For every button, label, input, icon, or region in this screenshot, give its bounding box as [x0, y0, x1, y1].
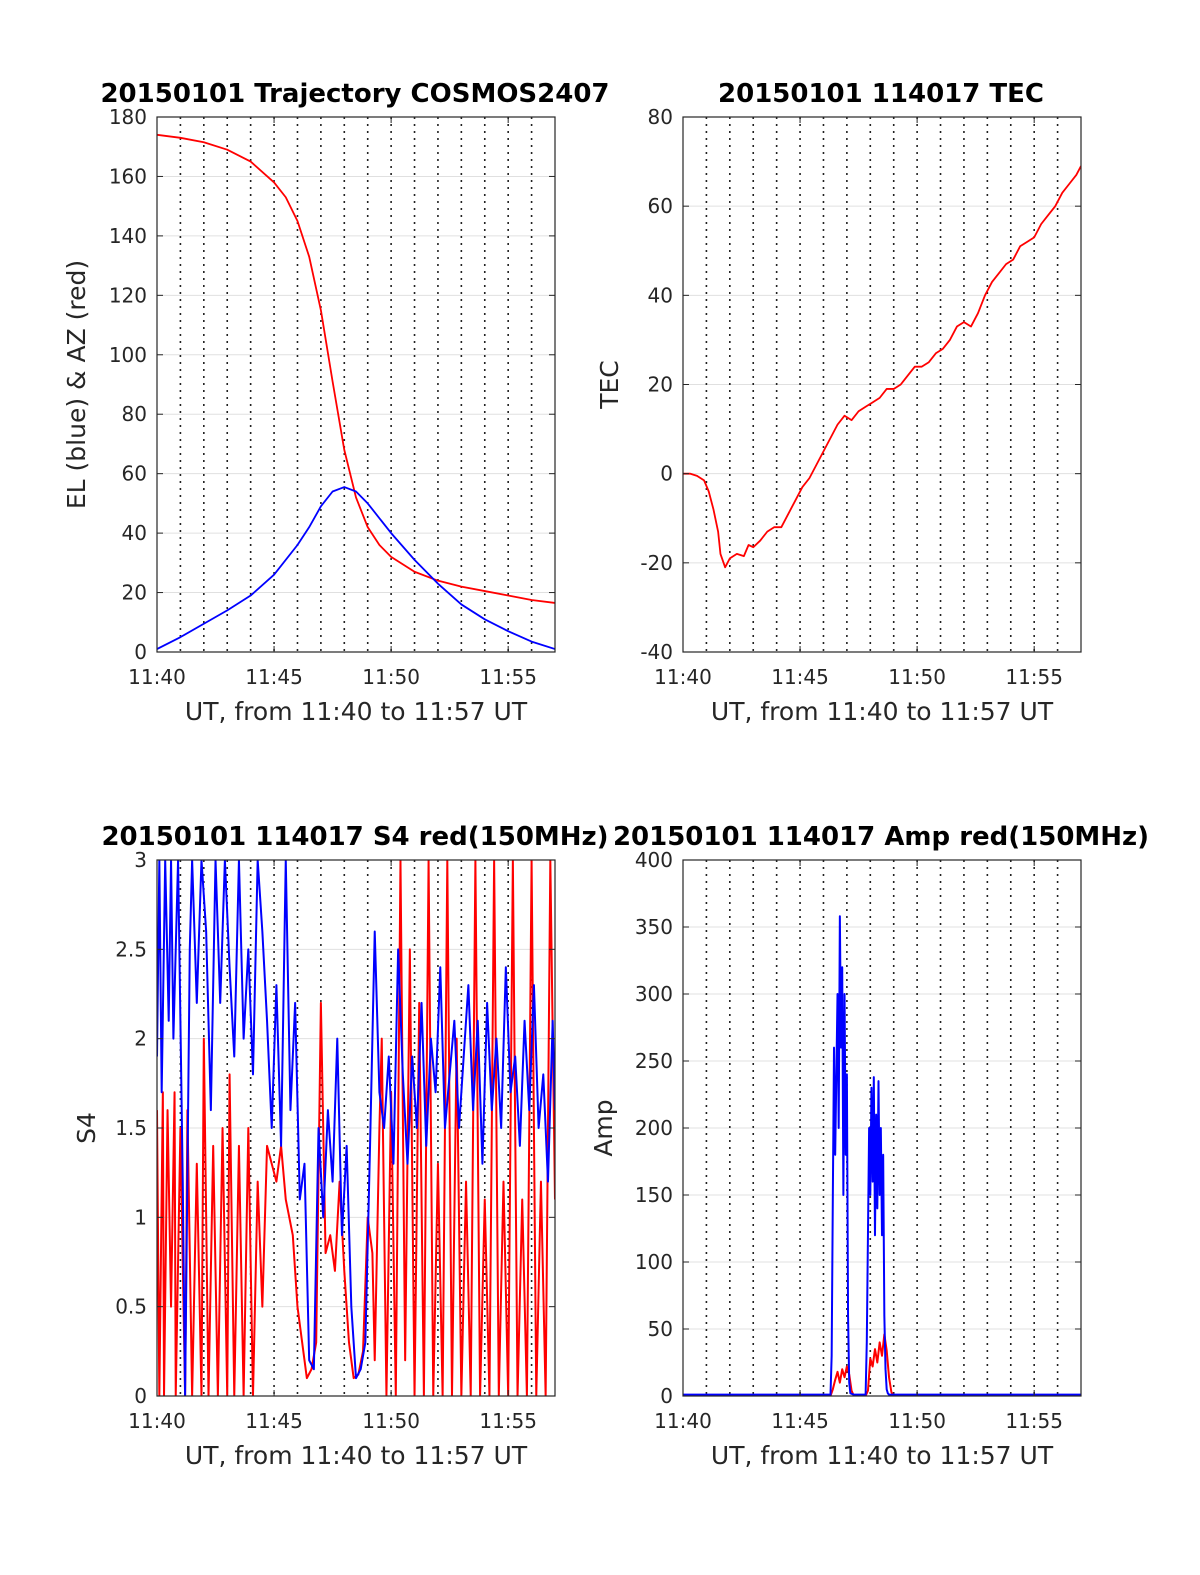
- y-tick-label: 0: [660, 1384, 673, 1408]
- x-tick-label: 11:45: [771, 1409, 829, 1433]
- x-tick-label: 11:55: [479, 665, 537, 689]
- y-tick-label: 40: [648, 283, 673, 307]
- series-line-red: [157, 133, 555, 604]
- x-tick-label: 11:50: [362, 665, 420, 689]
- chart-title: 20150101 114017 TEC: [718, 79, 1044, 109]
- x-tick-label: 11:55: [1005, 665, 1063, 689]
- x-tick-label: 11:50: [888, 1409, 946, 1433]
- chart-title: 20150101 Trajectory COSMOS2407: [100, 79, 609, 109]
- y-tick-label: 40: [122, 521, 147, 545]
- chart-title: 20150101 114017 Amp red(150MHz): [613, 822, 1149, 852]
- series-line-blue: [683, 915, 1081, 1396]
- x-tick-label: 11:40: [128, 665, 186, 689]
- y-tick-label: 250: [635, 1049, 673, 1073]
- y-tick-label: 0.5: [115, 1295, 147, 1319]
- y-tick-label: 2.5: [115, 937, 147, 961]
- y-tick-label: 120: [109, 283, 147, 307]
- y-tick-label: 60: [122, 462, 147, 486]
- y-tick-label: 180: [109, 105, 147, 129]
- y-tick-label: 150: [635, 1183, 673, 1207]
- x-axis-label: UT, from 11:40 to 11:57 UT: [711, 1441, 1054, 1470]
- x-tick-label: 11:55: [1005, 1409, 1063, 1433]
- chart-panel-4: 0 50 100 150 200 250 300 350 400 11:40 11:45 11:50 1…: [589, 822, 1149, 1470]
- x-tick-label: 11:45: [245, 665, 303, 689]
- x-axis-label: UT, from 11:40 to 11:57 UT: [185, 1441, 528, 1470]
- x-tick-label: 11:45: [771, 665, 829, 689]
- y-tick-label: 0: [660, 462, 673, 486]
- y-tick-label: 80: [648, 105, 673, 129]
- y-tick-label: 1.5: [115, 1116, 147, 1140]
- x-axis-label: UT, from 11:40 to 11:57 UT: [711, 697, 1054, 726]
- y-tick-label: 60: [648, 194, 673, 218]
- series-line-red: [157, 860, 555, 1396]
- y-tick-label: 160: [109, 164, 147, 188]
- y-tick-label: 0: [134, 1384, 147, 1408]
- y-tick-label: 50: [648, 1317, 673, 1341]
- x-tick-label: 11:45: [245, 1409, 303, 1433]
- y-tick-label: 1: [134, 1205, 147, 1229]
- y-tick-label: 2: [134, 1027, 147, 1051]
- y-tick-label: 100: [109, 343, 147, 367]
- y-axis-label: TEC: [595, 360, 624, 410]
- x-tick-label: 11:40: [128, 1409, 186, 1433]
- y-tick-label: 80: [122, 402, 147, 426]
- y-axis-label: EL (blue) & AZ (red): [62, 260, 91, 509]
- chart-panel-1: 0 20 40 60 80 100 120 140 160 180 11:40 11:45 11:50 1…: [62, 79, 610, 726]
- x-tick-label: 11:50: [888, 665, 946, 689]
- x-tick-label: 11:50: [362, 1409, 420, 1433]
- y-tick-label: 400: [635, 848, 673, 872]
- series-line-red: [683, 165, 1081, 569]
- y-tick-label: 20: [648, 373, 673, 397]
- x-axis-label: UT, from 11:40 to 11:57 UT: [185, 697, 528, 726]
- y-tick-label: 200: [635, 1116, 673, 1140]
- y-tick-label: -40: [640, 640, 673, 664]
- y-axis-label: S4: [72, 1112, 101, 1144]
- y-tick-label: 0: [134, 640, 147, 664]
- y-tick-label: 350: [635, 915, 673, 939]
- y-tick-label: 20: [122, 581, 147, 605]
- y-tick-label: 300: [635, 982, 673, 1006]
- x-tick-label: 11:40: [654, 1409, 712, 1433]
- series-line-blue: [157, 860, 555, 1396]
- chart-panel-3: 0 0.5 1 1.5 2 2.5 3 11:40 11:45 11:50 11:55 2015010…: [72, 822, 609, 1470]
- y-tick-label: 3: [134, 848, 147, 872]
- y-tick-label: -20: [640, 551, 673, 575]
- plot-frame: [156, 116, 556, 653]
- y-axis-label: Amp: [589, 1099, 618, 1156]
- x-tick-label: 11:55: [479, 1409, 537, 1433]
- x-tick-label: 11:40: [654, 665, 712, 689]
- y-tick-label: 140: [109, 224, 147, 248]
- chart-title: 20150101 114017 S4 red(150MHz): [101, 822, 608, 852]
- series-line-red: [683, 1333, 1081, 1396]
- y-tick-label: 100: [635, 1250, 673, 1274]
- chart-panel-2: -40 -20 0 20 40 60 80 11:40 11:45 11:50 11:55 20150…: [595, 79, 1082, 726]
- series-line-blue: [157, 486, 555, 650]
